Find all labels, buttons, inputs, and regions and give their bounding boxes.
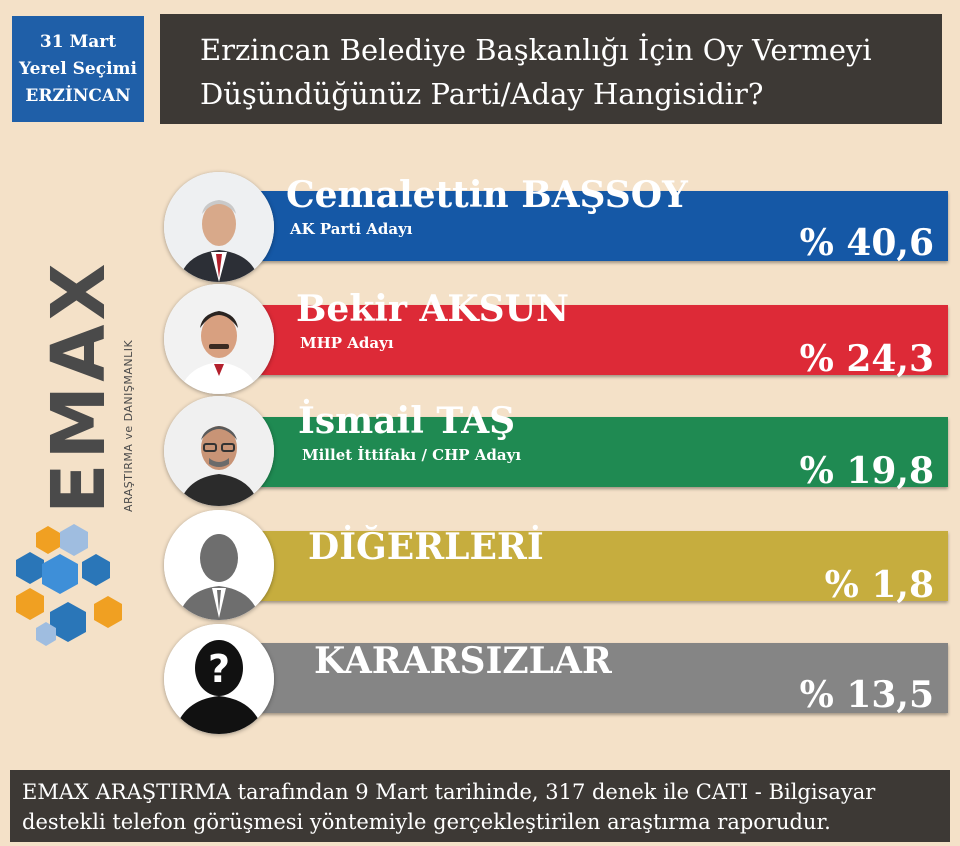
value-label: % 40,6 [799, 222, 934, 264]
category-subtitle: Millet İttifakı / CHP Adayı [302, 446, 522, 464]
candidate-photo [164, 396, 274, 506]
value-label: % 13,5 [799, 674, 934, 716]
logo-tagline: ARAŞTIRMA ve DANIŞMANLIK [122, 340, 135, 512]
chart-row: % 19,8 İsmail TAŞ Millet İttifakı / CHP Ad… [164, 396, 948, 506]
value-label: % 24,3 [799, 338, 934, 380]
chart-bar: % 19,8 [224, 417, 948, 492]
category-label: Bekir AKSUN [296, 288, 569, 330]
badge-line-1: 31 Mart [39, 31, 117, 52]
question-line-1: Erzincan Belediye Başkanlığı İçin Oy Ver… [200, 33, 872, 67]
chart-row: % 1,8 DİĞERLERİ [164, 510, 948, 620]
category-subtitle: AK Parti Adayı [290, 220, 413, 238]
chart-row: % 24,3 Bekir AKSUN MHP Adayı [164, 284, 948, 394]
question-silhouette-icon: ? [164, 624, 274, 734]
category-subtitle: MHP Adayı [300, 334, 394, 352]
candidate-photo [164, 284, 274, 394]
question-line-2: Düşündüğünüz Parti/Aday Hangisidir? [200, 77, 764, 111]
value-label: % 1,8 [824, 564, 934, 606]
footer-line-2: destekli telefon görüşmesi yöntemiyle ge… [22, 810, 831, 834]
svg-text:?: ? [208, 647, 230, 691]
category-label: DİĞERLERİ [308, 526, 544, 568]
chart-bar: % 24,3 [224, 305, 948, 380]
election-badge: 31 Mart Yerel Seçimi ERZİNCAN [10, 14, 146, 124]
category-label: Cemalettin BAŞSOY [286, 174, 688, 216]
category-label: İsmail TAŞ [298, 400, 516, 442]
value-label: % 19,8 [799, 450, 934, 492]
emax-logo: EMAX ARAŞTIRMA ve DANIŞMANLIK [8, 224, 138, 654]
hexagon-cluster-icon [16, 524, 122, 646]
silhouette-icon [164, 510, 274, 620]
footer-line-1: EMAX ARAŞTIRMA tarafından 9 Mart tarihin… [22, 780, 876, 804]
survey-question: Erzincan Belediye Başkanlığı İçin Oy Ver… [160, 14, 942, 124]
badge-line-2: Yerel Seçimi [19, 58, 137, 79]
chart-bar: % 40,6 [224, 191, 948, 264]
badge-line-3: ERZİNCAN [25, 85, 131, 106]
chart-row: % 13,5 KARARSIZLAR? [164, 624, 948, 734]
chart-bar: % 1,8 [224, 531, 948, 606]
candidate-photo [164, 172, 274, 282]
chart-row: % 40,6 Cemalettin BAŞSOY AK Parti Adayı [164, 172, 948, 282]
footer-note: EMAX ARAŞTIRMA tarafından 9 Mart tarihin… [10, 770, 950, 842]
chart-bar: % 13,5 [224, 643, 948, 716]
logo-brand: EMAX [36, 259, 122, 514]
category-label: KARARSIZLAR [314, 640, 612, 682]
